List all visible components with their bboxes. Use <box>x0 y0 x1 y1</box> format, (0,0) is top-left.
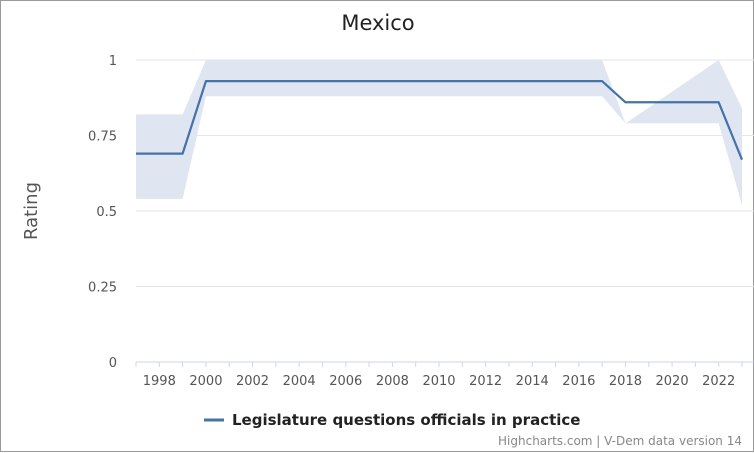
y-axis-title: Rating <box>21 182 42 240</box>
x-tick-label: 2000 <box>189 374 222 389</box>
y-axis-ticks: 0 0.25 0.5 0.75 1 <box>88 54 117 371</box>
y-tick-label: 0 <box>109 356 117 371</box>
x-tick-label: 2022 <box>702 374 735 389</box>
x-tick-label: 1998 <box>143 374 176 389</box>
legend-item-label[interactable]: Legislature questions officials in pract… <box>232 411 580 429</box>
series-lines <box>136 80 744 161</box>
x-tick-label: 2004 <box>283 374 316 389</box>
x-tick-label: 2020 <box>656 374 689 389</box>
confidence-band <box>136 60 742 205</box>
series-range-area <box>136 60 742 205</box>
y-tick-label: 0.5 <box>96 205 117 220</box>
x-tick-label: 2012 <box>469 374 502 389</box>
y-tick-label: 1 <box>109 54 117 69</box>
legend[interactable]: Legislature questions officials in pract… <box>204 411 580 429</box>
x-tick-label: 2014 <box>516 374 549 389</box>
chart-title: Mexico <box>341 11 414 35</box>
x-axis: 1998 2000 2002 2004 2006 2008 2010 2012 2014 2016… <box>135 361 754 389</box>
x-tick-label: 2016 <box>562 374 595 389</box>
x-tick-label: 2010 <box>422 374 455 389</box>
x-tick-label: 2018 <box>609 374 642 389</box>
x-tick-label: 2002 <box>236 374 269 389</box>
x-tick-label: 2008 <box>376 374 409 389</box>
series-line[interactable] <box>136 80 744 161</box>
credits-text[interactable]: Highcharts.com | V-Dem data version 14 <box>498 434 742 448</box>
y-tick-label: 0.75 <box>88 130 117 145</box>
y-tick-label: 0.25 <box>88 281 117 296</box>
x-tick-label: 2006 <box>329 374 362 389</box>
